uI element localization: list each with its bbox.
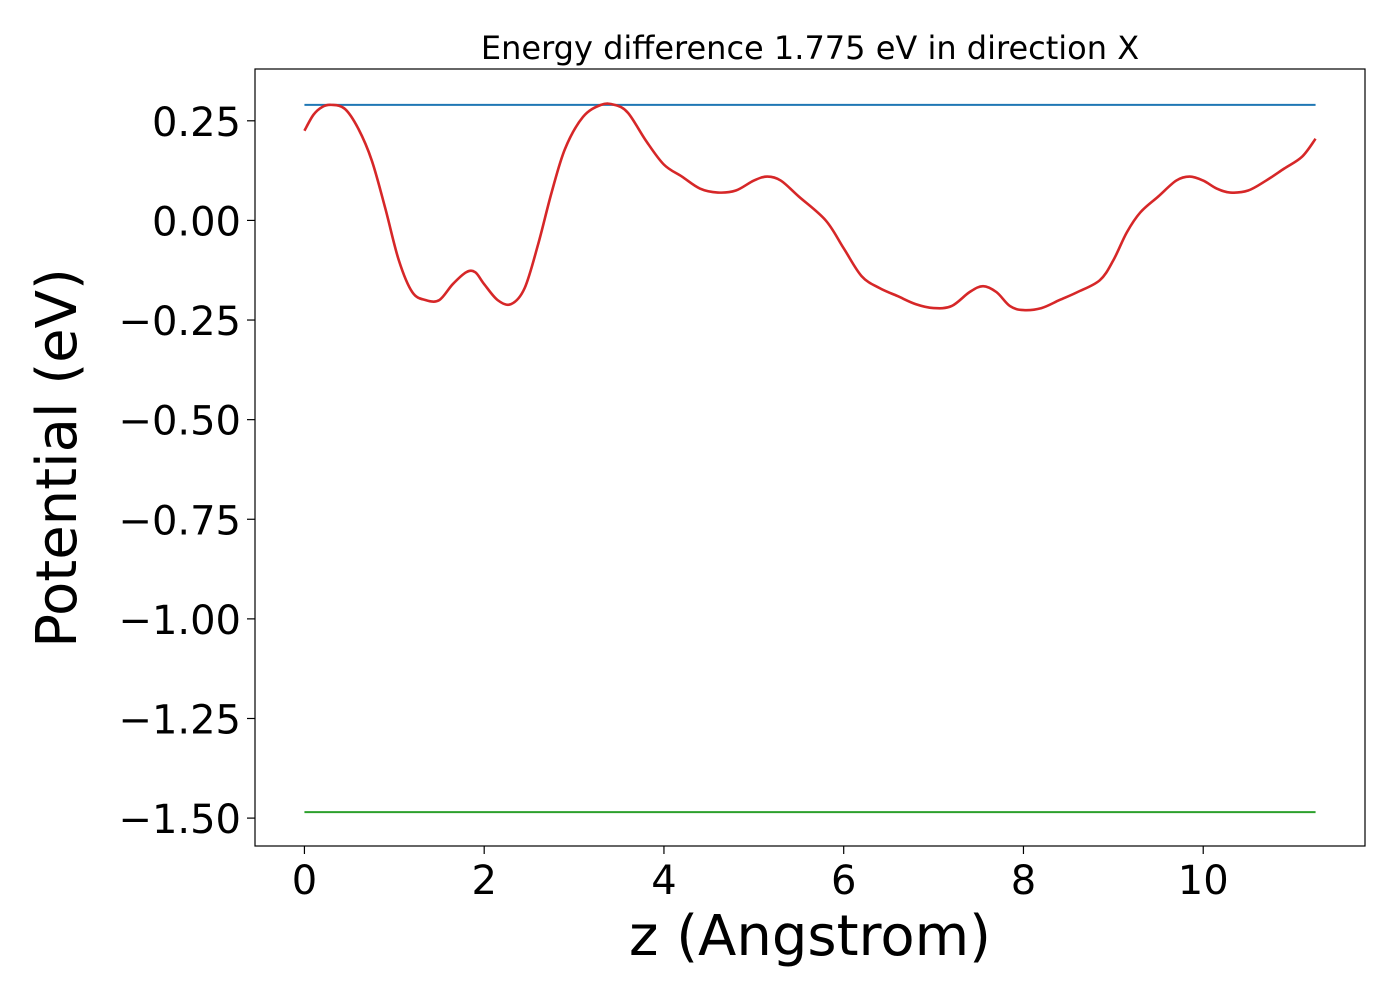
chart-title: Energy difference 1.775 eV in direction …: [481, 29, 1139, 67]
y-tick-label: −1.25: [118, 697, 241, 743]
x-tick-label: 10: [1178, 858, 1229, 904]
x-tick-label: 8: [1011, 858, 1036, 904]
y-tick-label: 0.25: [152, 100, 241, 146]
x-axis: 0 2 4 6 8 10: [292, 846, 1229, 904]
x-tick-label: 2: [471, 858, 496, 904]
y-tick-label: −0.75: [118, 498, 241, 544]
x-tick-label: 4: [651, 858, 676, 904]
y-tick-label: −0.25: [118, 299, 241, 345]
x-tick-label: 6: [831, 858, 856, 904]
series-layer: [303, 102, 1317, 814]
plot-area-frame: [254, 68, 1366, 847]
y-tick-label: 0.00: [152, 199, 241, 245]
y-tick-label: −1.50: [118, 797, 241, 843]
x-tick-label: 0: [292, 858, 317, 904]
y-axis: 0.25 0.00 −0.25 −0.50 −0.75 −1.00 −1.25 −1.50: [118, 100, 255, 843]
series-line-2: [303, 102, 1317, 312]
y-tick-label: −1.00: [118, 598, 241, 644]
y-axis-label: Potential (eV): [25, 268, 90, 648]
y-tick-label: −0.50: [118, 399, 241, 445]
x-axis-label: z (Angstrom): [629, 904, 991, 969]
